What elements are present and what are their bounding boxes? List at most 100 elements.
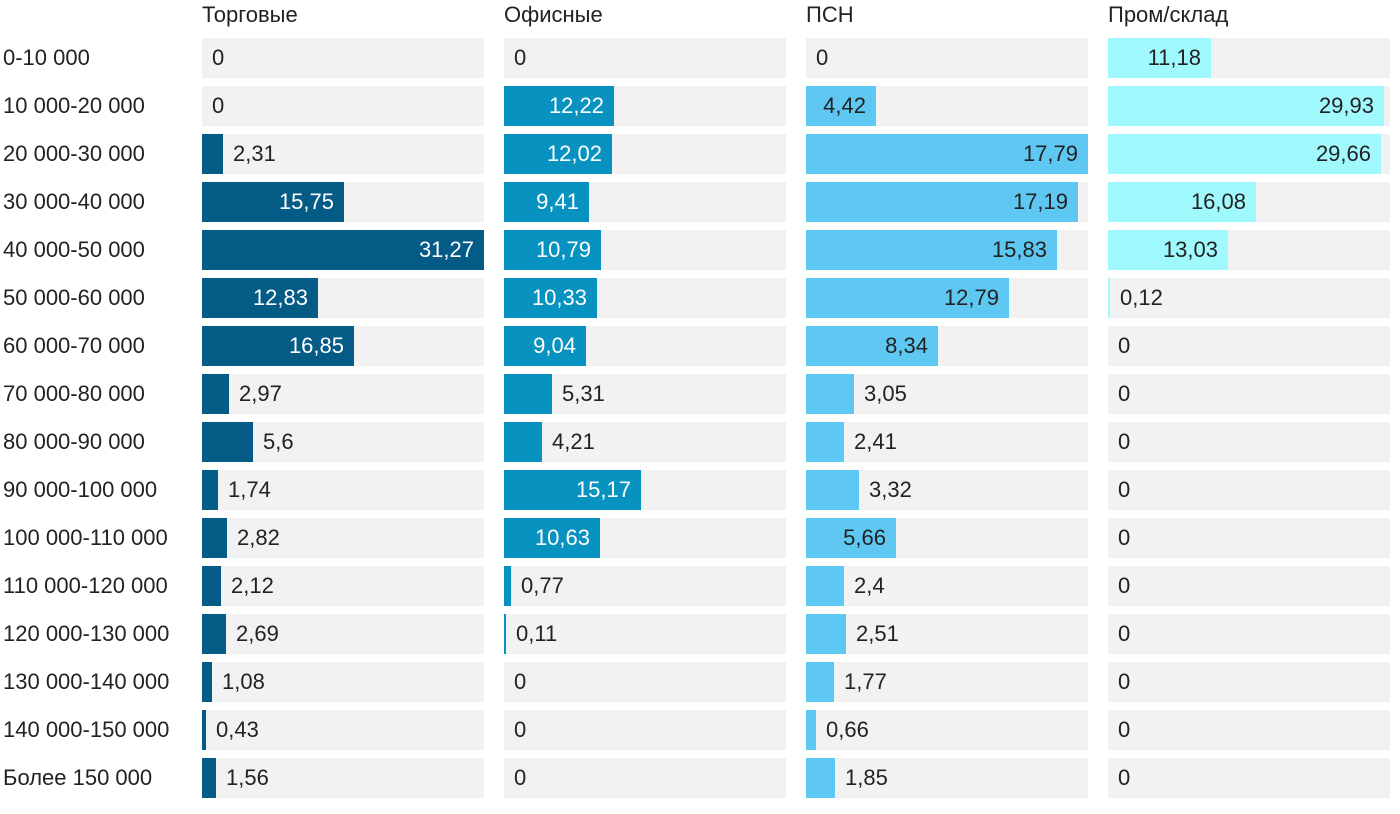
bar-track bbox=[1108, 374, 1390, 414]
bar-track bbox=[806, 614, 1088, 654]
bar bbox=[806, 86, 876, 126]
bar bbox=[504, 374, 552, 414]
data-label: 9,41 bbox=[536, 189, 579, 214]
bar bbox=[1108, 278, 1110, 318]
bar bbox=[202, 134, 223, 174]
bar bbox=[1108, 134, 1381, 174]
bar-track bbox=[504, 566, 786, 606]
data-label: 0 bbox=[514, 765, 527, 790]
row-label: 40 000-50 000 bbox=[3, 237, 145, 262]
bar-track bbox=[1108, 278, 1390, 318]
data-label: 2,97 bbox=[239, 381, 282, 406]
bar-track bbox=[806, 710, 1088, 750]
column-title: Офисные bbox=[504, 2, 603, 27]
data-label: 0 bbox=[1118, 477, 1131, 502]
bar-track bbox=[202, 374, 484, 414]
row-label: 30 000-40 000 bbox=[3, 189, 145, 214]
column-title: Торговые bbox=[202, 2, 298, 27]
data-label: 0,12 bbox=[1120, 285, 1163, 310]
bar-track bbox=[806, 662, 1088, 702]
bar-track bbox=[1108, 710, 1390, 750]
bar-track bbox=[1108, 518, 1390, 558]
data-label: 16,85 bbox=[288, 333, 344, 358]
bar bbox=[806, 230, 1057, 270]
row-label: Более 150 000 bbox=[3, 765, 153, 790]
data-label: 5,31 bbox=[562, 381, 605, 406]
bar-track bbox=[504, 614, 786, 654]
data-label: 0 bbox=[1118, 573, 1131, 598]
data-label: 8,34 bbox=[885, 333, 928, 358]
row-label: 90 000-100 000 bbox=[3, 477, 158, 502]
data-label: 15,75 bbox=[278, 189, 334, 214]
data-label: 1,56 bbox=[226, 765, 269, 790]
bar bbox=[806, 134, 1088, 174]
data-label: 11,18 bbox=[1147, 45, 1201, 70]
bar bbox=[504, 230, 601, 270]
bar bbox=[806, 758, 835, 798]
row-label: 20 000-30 000 bbox=[3, 141, 145, 166]
data-label: 12,83 bbox=[252, 285, 308, 310]
data-label: 0 bbox=[1118, 765, 1131, 790]
bar bbox=[202, 422, 253, 462]
data-label: 1,77 bbox=[844, 669, 887, 694]
bar bbox=[806, 326, 938, 366]
bar bbox=[806, 566, 844, 606]
bar-track bbox=[202, 758, 484, 798]
column-title: ПСН bbox=[806, 2, 854, 27]
data-label: 5,66 bbox=[843, 525, 886, 550]
bar bbox=[504, 326, 586, 366]
bar bbox=[1108, 230, 1228, 270]
bar-track bbox=[806, 422, 1088, 462]
data-label: 15,17 bbox=[575, 477, 631, 502]
data-label: 5,6 bbox=[263, 429, 294, 454]
row-label: 140 000-150 000 bbox=[3, 717, 170, 742]
data-label: 0 bbox=[1118, 621, 1131, 646]
data-label: 12,22 bbox=[548, 93, 604, 118]
bar-track bbox=[202, 710, 484, 750]
data-label: 0,77 bbox=[521, 573, 564, 598]
bar bbox=[202, 278, 318, 318]
data-label: 0 bbox=[212, 93, 225, 118]
data-label: 0 bbox=[514, 717, 527, 742]
row-label: 10 000-20 000 bbox=[3, 93, 145, 118]
data-label: 12,02 bbox=[546, 141, 602, 166]
data-label: 1,08 bbox=[222, 669, 265, 694]
bar bbox=[806, 614, 846, 654]
bar-track bbox=[1108, 422, 1390, 462]
data-label: 3,32 bbox=[869, 477, 912, 502]
bar-track bbox=[504, 710, 786, 750]
bar bbox=[504, 470, 641, 510]
bar bbox=[504, 518, 600, 558]
data-label: 0,11 bbox=[516, 621, 558, 646]
bar bbox=[504, 182, 589, 222]
bar-track bbox=[1108, 566, 1390, 606]
data-label: 0 bbox=[1118, 669, 1131, 694]
bar bbox=[504, 566, 511, 606]
data-label: 31,27 bbox=[418, 237, 474, 262]
bar-track bbox=[504, 422, 786, 462]
data-label: 0 bbox=[816, 45, 829, 70]
bar bbox=[806, 374, 854, 414]
bar-track bbox=[1108, 758, 1390, 798]
data-label: 0 bbox=[514, 669, 527, 694]
data-label: 1,74 bbox=[228, 477, 271, 502]
bar bbox=[806, 662, 834, 702]
bar bbox=[202, 470, 218, 510]
bar-track bbox=[504, 38, 786, 78]
data-label: 10,33 bbox=[531, 285, 587, 310]
bar bbox=[202, 326, 354, 366]
bar bbox=[1108, 38, 1211, 78]
bar bbox=[806, 422, 844, 462]
data-label: 15,83 bbox=[991, 237, 1047, 262]
row-label: 0-10 000 bbox=[3, 45, 90, 70]
bar bbox=[806, 182, 1078, 222]
bar bbox=[202, 710, 206, 750]
data-label: 0 bbox=[514, 45, 527, 70]
row-label: 110 000-120 000 bbox=[3, 573, 168, 598]
bar bbox=[1108, 182, 1256, 222]
data-label: 4,21 bbox=[552, 429, 595, 454]
bar bbox=[202, 566, 221, 606]
bar-track bbox=[202, 566, 484, 606]
bar bbox=[504, 134, 612, 174]
